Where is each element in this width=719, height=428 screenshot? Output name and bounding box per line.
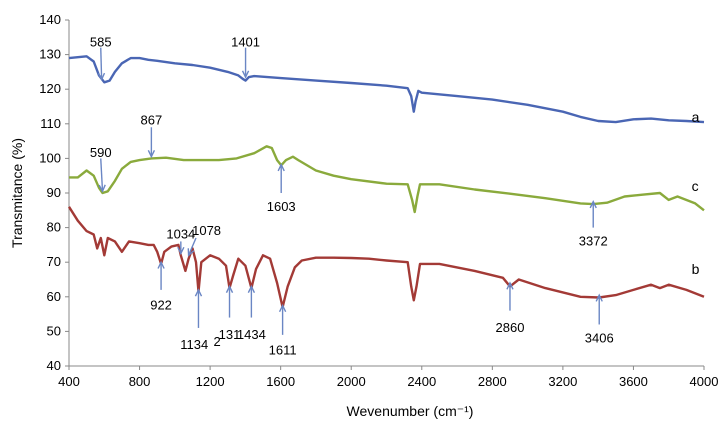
peak-label: 867: [141, 112, 163, 127]
peak-label: 2860: [496, 320, 525, 335]
x-tick-label: 2800: [478, 374, 507, 389]
y-tick-label: 40: [47, 358, 61, 373]
y-tick-label: 100: [39, 150, 61, 165]
y-tick-label: 80: [47, 220, 61, 235]
y-tick-label: 140: [39, 12, 61, 27]
x-tick-label: 2000: [337, 374, 366, 389]
peak-label: 1434: [237, 327, 266, 342]
peak-label: 1034: [166, 227, 195, 242]
peak-label: 1603: [267, 199, 296, 214]
x-tick-label: 3600: [619, 374, 648, 389]
peak-label: 3406: [585, 330, 614, 345]
y-tick-label: 110: [40, 116, 61, 131]
x-tick-label: 3200: [548, 374, 577, 389]
y-axis-title: Transmitance (%): [9, 138, 25, 248]
series-lines: a c b: [69, 56, 704, 307]
x-tick-label: 4000: [690, 374, 719, 389]
peak-label: 1401: [231, 34, 260, 49]
y-tick-label: 50: [47, 323, 61, 338]
peak-label: 922: [150, 297, 172, 312]
series-label-c: c: [692, 178, 699, 194]
series-label-a: a: [692, 109, 700, 125]
peak-label: 3372: [579, 233, 608, 248]
peak-label: 585: [90, 34, 112, 49]
y-tick-label: 120: [39, 81, 61, 96]
series-line-b: [69, 207, 704, 307]
x-tick-label: 800: [129, 374, 151, 389]
y-tick-label: 60: [47, 289, 61, 304]
series-line-c: [69, 146, 704, 212]
peak-label: 1078: [192, 223, 221, 238]
x-tick-label: 400: [58, 374, 80, 389]
y-tick-label: 90: [47, 185, 61, 200]
x-tick-label: 1600: [266, 374, 295, 389]
series-label-b: b: [692, 261, 700, 277]
peak-label: 1134: [180, 337, 208, 352]
series-line-a: [69, 56, 704, 122]
y-tick-label: 130: [39, 47, 61, 62]
x-axis-title: Wevenumber (cm⁻¹): [347, 403, 474, 419]
peak-label: 590: [90, 145, 112, 160]
x-tick-label: 2400: [407, 374, 436, 389]
y-tick-label: 70: [47, 254, 61, 269]
peak-arrow: [101, 158, 103, 191]
peak-arrow: [101, 48, 102, 80]
peak-label: 2: [214, 334, 221, 349]
x-tick-label: 1200: [196, 374, 225, 389]
peak-label: 1611: [269, 342, 297, 357]
